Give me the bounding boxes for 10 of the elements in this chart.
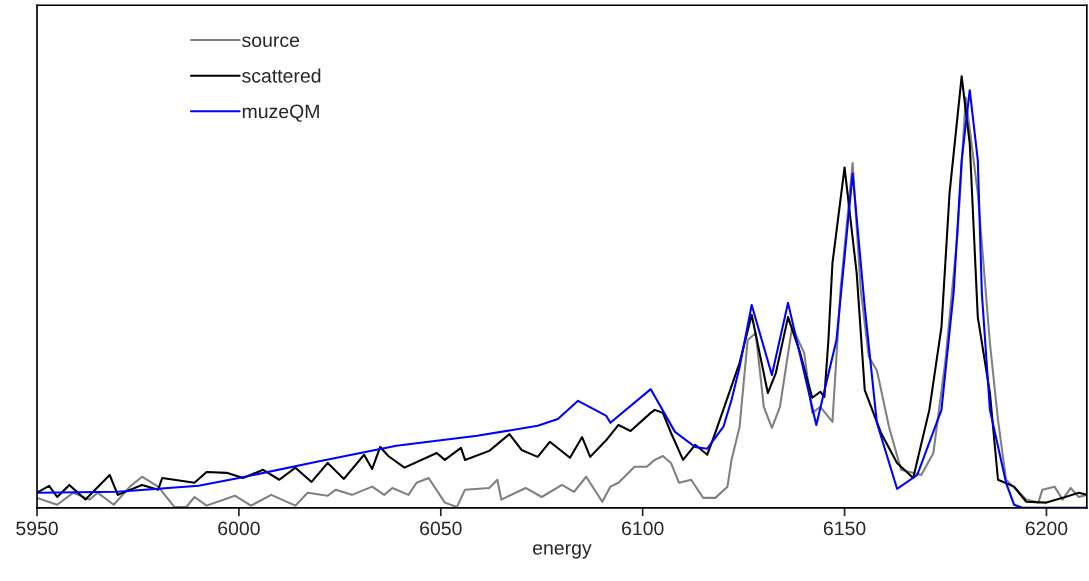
x-axis-title: energy — [533, 544, 592, 559]
x-tick-label: 6150 — [823, 521, 866, 536]
legend-label: muzeQM — [242, 104, 319, 122]
x-tick-label: 6000 — [218, 521, 260, 536]
legend-label: source — [242, 36, 300, 48]
x-tick-label: 6050 — [420, 521, 462, 536]
legend-label: scattered — [242, 68, 321, 83]
x-tick-label: 6200 — [1025, 521, 1068, 536]
x-tick-label: 5950 — [16, 521, 58, 536]
x-tick-label: 6100 — [622, 521, 664, 536]
